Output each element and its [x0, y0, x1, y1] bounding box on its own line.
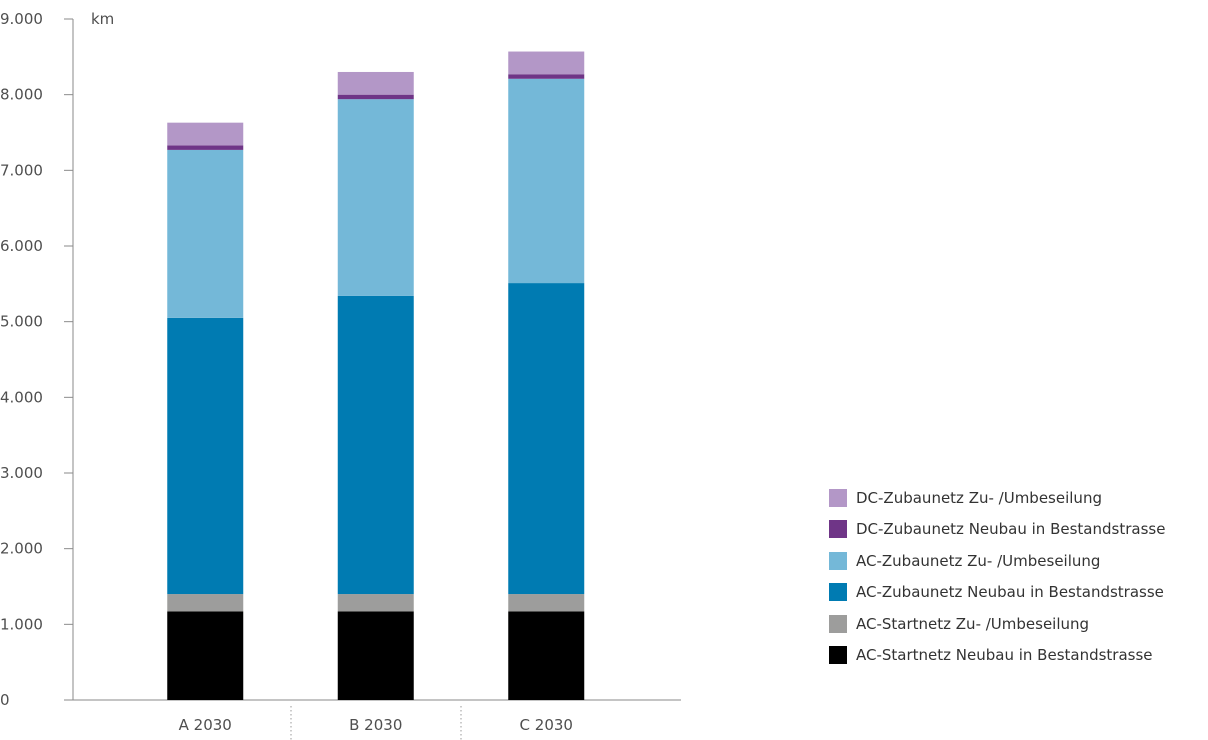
- bar-segment-1-2: [167, 594, 244, 612]
- legend-label: DC-Zubaunetz Zu- /Umbeseilung: [856, 489, 1102, 507]
- bar-segment-2-1: [337, 611, 414, 700]
- bar-segment-1-6: [167, 122, 244, 146]
- y-tick-label: 3.000: [0, 464, 43, 482]
- bar-segment-3-3: [508, 283, 585, 595]
- legend-swatch: [829, 520, 847, 539]
- legend: DC-Zubaunetz Zu- /Umbeseilung DC-Zubaune…: [829, 489, 1208, 677]
- bar-segment-3-6: [508, 51, 585, 75]
- y-tick-label: 7.000: [0, 161, 43, 179]
- legend-label: DC-Zubaunetz Neubau in Bestandstrasse: [856, 520, 1166, 539]
- bar-segment-2-3: [337, 295, 414, 595]
- y-tick-label: 8.000: [0, 86, 43, 104]
- y-tick-label: 2.000: [0, 540, 43, 558]
- legend-label: AC-Zubaunetz Zu- /Umbeseilung: [856, 551, 1101, 570]
- bar-segment-3-1: [508, 611, 585, 700]
- bar-segment-2-6: [337, 71, 414, 95]
- y-tick-label: 4.000: [0, 388, 43, 406]
- legend-swatch: [829, 551, 847, 570]
- y-tick-label: 6.000: [0, 237, 43, 255]
- y-tick-label: 5.000: [0, 313, 43, 331]
- y-tick-label: 9.000: [0, 10, 43, 28]
- legend-item-ac-startnetz-umbeseilung: AC-Startnetz Zu- /Umbeseilung: [829, 614, 1208, 633]
- y-axis: 0 1.000 2.000 3.000 4.000 5.000 6.000 7.000 8.00…: [0, 10, 114, 709]
- bars: [167, 51, 585, 700]
- x-axis: A 2030 B 2030 C 2030: [73, 699, 681, 740]
- x-category-label: C 2030: [520, 716, 573, 734]
- legend-item-ac-startnetz-neubau: AC-Startnetz Neubau in Bestandstrasse: [829, 645, 1208, 664]
- x-category-label: B 2030: [349, 716, 402, 734]
- legend-item-dc-zubaunetz-umbeseilung: DC-Zubaunetz Zu- /Umbeseilung: [829, 489, 1208, 507]
- legend-item-dc-zubaunetz-neubau: DC-Zubaunetz Neubau in Bestandstrasse: [829, 520, 1208, 539]
- y-axis-unit-label: km: [91, 10, 114, 28]
- bar-segment-3-5: [508, 74, 585, 79]
- bar-segment-1-3: [167, 317, 244, 595]
- legend-item-ac-zubaunetz-neubau: AC-Zubaunetz Neubau in Bestandstrasse: [829, 583, 1208, 602]
- legend-label: AC-Zubaunetz Neubau in Bestandstrasse: [856, 583, 1164, 602]
- bar-segment-1-4: [167, 149, 244, 318]
- bar-segment-1-1: [167, 611, 244, 700]
- legend-swatch: [829, 614, 847, 633]
- bar-segment-3-4: [508, 78, 585, 284]
- legend-swatch: [829, 645, 847, 664]
- legend-label: AC-Startnetz Zu- /Umbeseilung: [856, 614, 1090, 633]
- bar-segment-2-2: [337, 594, 414, 612]
- y-tick-label: 0: [0, 691, 10, 709]
- x-category-label: A 2030: [179, 716, 232, 734]
- legend-swatch: [829, 583, 847, 602]
- legend-label: AC-Startnetz Neubau in Bestandstrasse: [856, 645, 1153, 664]
- y-tick-label: 1.000: [0, 615, 43, 633]
- bar-segment-2-5: [337, 94, 414, 100]
- bar-segment-2-4: [337, 99, 414, 296]
- legend-item-ac-zubaunetz-umbeseilung: AC-Zubaunetz Zu- /Umbeseilung: [829, 551, 1208, 570]
- bar-segment-3-2: [508, 594, 585, 612]
- legend-swatch: [829, 489, 847, 507]
- bar-segment-1-5: [167, 145, 244, 150]
